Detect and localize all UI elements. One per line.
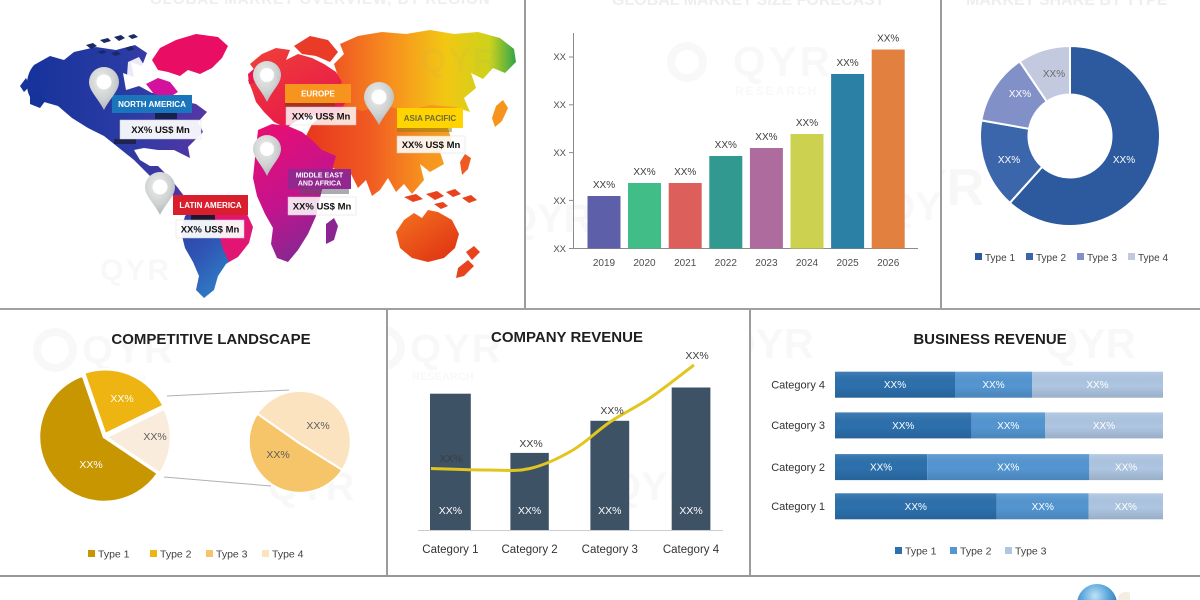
svg-text:RESEARCH: RESEARCH: [412, 371, 474, 383]
svg-text:QYR: QYR: [1045, 320, 1136, 367]
svg-text:XX%: XX%: [79, 459, 102, 471]
svg-text:XX%: XX%: [997, 463, 1019, 474]
svg-text:Type 4: Type 4: [1138, 253, 1168, 264]
svg-text:XX%: XX%: [439, 505, 462, 517]
svg-text:Type 1: Type 1: [985, 253, 1015, 264]
svg-text:BUSINESS REVENUE: BUSINESS REVENUE: [913, 331, 1066, 348]
svg-text:QYR: QYR: [100, 254, 171, 287]
svg-text:XX%: XX%: [982, 380, 1004, 391]
svg-text:XX% US$ Mn: XX% US$ Mn: [402, 140, 461, 151]
svg-text:QYR: QYR: [526, 197, 593, 241]
svg-text:2021: 2021: [674, 258, 697, 269]
svg-text:XX%: XX%: [598, 505, 621, 517]
svg-text:2019: 2019: [593, 258, 616, 269]
svg-text:XX% US$ Mn: XX% US$ Mn: [293, 202, 352, 213]
svg-text:XX: XX: [553, 100, 566, 111]
svg-text:XX%: XX%: [306, 420, 329, 432]
svg-text:QYR: QYR: [82, 328, 175, 372]
svg-text:XX%: XX%: [1093, 421, 1115, 432]
svg-text:RESEARCH: RESEARCH: [735, 84, 818, 98]
svg-text:QYR: QYR: [410, 327, 503, 371]
svg-text:XX%: XX%: [679, 505, 702, 517]
svg-text:XX%: XX%: [600, 405, 623, 417]
svg-text:XX%: XX%: [892, 421, 914, 432]
svg-text:XX%: XX%: [110, 393, 133, 405]
svg-text:Category 4: Category 4: [771, 380, 825, 392]
svg-text:XX%: XX%: [998, 155, 1020, 166]
svg-text:XX: XX: [553, 52, 566, 63]
svg-text:XX: XX: [553, 196, 566, 207]
svg-text:Category 1: Category 1: [422, 544, 478, 556]
svg-text:Type 1: Type 1: [98, 549, 130, 561]
svg-text:XX%: XX%: [439, 453, 462, 465]
svg-text:XX%: XX%: [593, 180, 615, 191]
svg-text:XX%: XX%: [796, 118, 818, 129]
svg-text:Category 1: Category 1: [771, 501, 825, 513]
svg-text:Category 4: Category 4: [663, 544, 720, 556]
svg-text:XX%: XX%: [884, 380, 906, 391]
svg-text:2025: 2025: [836, 258, 859, 269]
svg-text:QYR: QYR: [751, 320, 814, 367]
svg-text:XX%: XX%: [1009, 89, 1031, 100]
svg-text:2023: 2023: [755, 258, 778, 269]
svg-text:XX%: XX%: [997, 421, 1019, 432]
svg-text:EUROPE: EUROPE: [301, 90, 335, 99]
svg-text:Type 3: Type 3: [216, 549, 248, 561]
svg-text:Type 2: Type 2: [1036, 253, 1066, 264]
svg-text:QYR: QYR: [420, 42, 500, 80]
svg-text:XX%: XX%: [685, 350, 708, 362]
svg-text:MIDDLE EAST: MIDDLE EAST: [296, 173, 344, 180]
svg-text:Type 4: Type 4: [272, 549, 304, 561]
svg-text:XX%: XX%: [1113, 155, 1135, 166]
svg-text:Type 3: Type 3: [1015, 546, 1047, 558]
svg-text:Category 3: Category 3: [771, 420, 825, 432]
svg-text:XX: XX: [553, 244, 566, 255]
svg-text:Category 3: Category 3: [582, 544, 638, 556]
svg-text:YR: YR: [942, 159, 984, 217]
svg-text:XX%: XX%: [870, 463, 892, 474]
svg-text:2020: 2020: [633, 258, 656, 269]
svg-text:Category 2: Category 2: [771, 462, 825, 474]
svg-text:AND AFRICA: AND AFRICA: [298, 181, 341, 188]
svg-text:NORTH AMERICA: NORTH AMERICA: [118, 100, 186, 109]
svg-text:LATIN AMERICA: LATIN AMERICA: [179, 201, 241, 210]
svg-text:XX% US$ Mn: XX% US$ Mn: [131, 125, 190, 136]
svg-text:Type 1: Type 1: [905, 546, 937, 558]
svg-text:XX%: XX%: [755, 132, 777, 143]
svg-text:XX%: XX%: [1043, 69, 1065, 80]
svg-text:QYR: QYR: [733, 38, 833, 85]
svg-text:XX%: XX%: [905, 502, 927, 513]
svg-text:XX%: XX%: [674, 167, 696, 178]
svg-text:ASIA PACIFIC: ASIA PACIFIC: [404, 114, 457, 123]
svg-text:XX% US$ Mn: XX% US$ Mn: [292, 112, 351, 123]
svg-text:Category 2: Category 2: [501, 544, 557, 556]
svg-text:XX%: XX%: [633, 167, 655, 178]
svg-text:XX%: XX%: [1115, 502, 1137, 513]
svg-text:XX%: XX%: [1032, 502, 1054, 513]
svg-text:XX%: XX%: [836, 58, 858, 69]
svg-text:2024: 2024: [796, 258, 819, 269]
svg-text:XX%: XX%: [1086, 380, 1108, 391]
svg-text:XX%: XX%: [877, 34, 899, 45]
svg-text:Type 3: Type 3: [1087, 253, 1117, 264]
svg-text:XX%: XX%: [519, 438, 542, 450]
svg-text:Type 2: Type 2: [960, 546, 992, 558]
svg-text:XX%: XX%: [518, 505, 541, 517]
svg-text:Type 2: Type 2: [160, 549, 192, 561]
svg-text:XX%: XX%: [143, 431, 166, 443]
svg-text:XX%: XX%: [266, 449, 289, 461]
svg-text:XX: XX: [553, 148, 566, 159]
svg-text:XX%: XX%: [715, 140, 737, 151]
svg-text:XX%: XX%: [1115, 463, 1137, 474]
svg-text:COMPANY REVENUE: COMPANY REVENUE: [491, 329, 643, 346]
svg-text:XX% US$ Mn: XX% US$ Mn: [181, 225, 240, 236]
svg-text:2022: 2022: [715, 258, 738, 269]
svg-text:COMPETITIVE LANDSCAPE: COMPETITIVE LANDSCAPE: [111, 331, 310, 348]
svg-text:2026: 2026: [877, 258, 900, 269]
